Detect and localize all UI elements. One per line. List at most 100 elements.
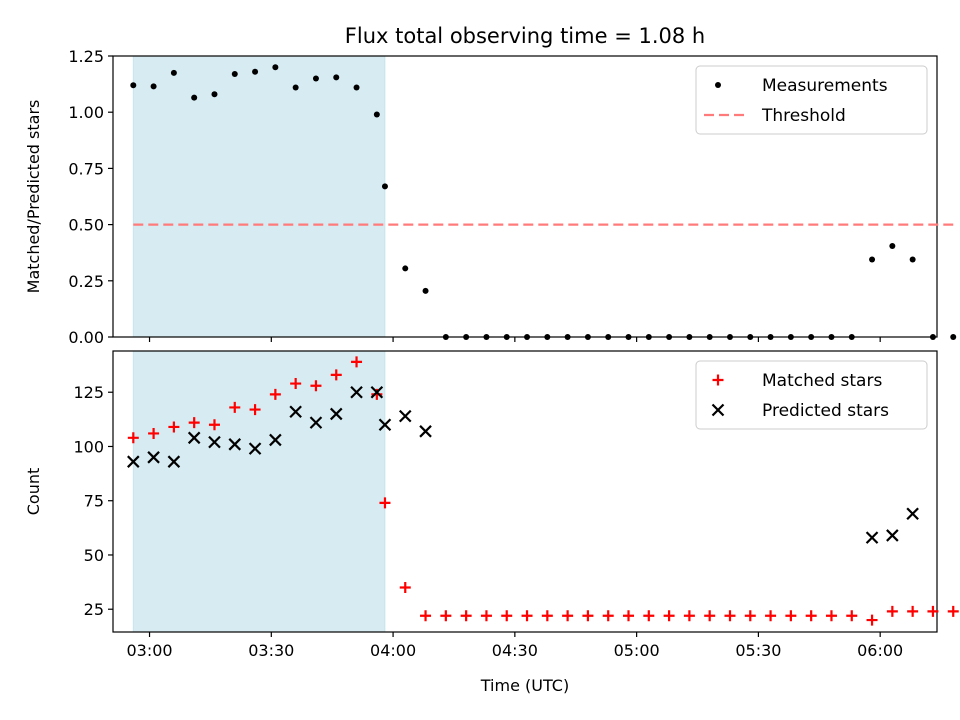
- matched-stars-point: [208, 419, 220, 431]
- measurement-point: [211, 91, 218, 98]
- matched-stars-point: [330, 369, 342, 381]
- y-axis-label: Matched/Predicted stars: [24, 100, 43, 294]
- legend-label: Predicted stars: [762, 401, 889, 421]
- measurement-point: [767, 334, 774, 340]
- matched-stars-point: [846, 610, 858, 622]
- measurement-point: [292, 84, 299, 91]
- measurement-point: [584, 334, 591, 340]
- y-tick-label: 0.75: [68, 159, 104, 178]
- matched-stars-point: [148, 427, 160, 439]
- x-tick-label: 05:00: [614, 641, 660, 660]
- x-axis-label: Time (UTC): [480, 676, 569, 695]
- measurement-point: [381, 183, 388, 190]
- legend-label: Threshold: [761, 106, 846, 126]
- measurement-point: [625, 334, 632, 340]
- matched-stars-point: [480, 610, 492, 622]
- matched-stars-point: [947, 605, 959, 617]
- matched-stars-point: [785, 610, 797, 622]
- figure-title: Flux total observing time = 1.08 h: [345, 24, 705, 48]
- measurement-point: [726, 334, 733, 340]
- matched-stars-point: [927, 605, 939, 617]
- matched-stars-point: [663, 610, 675, 622]
- predicted-stars-point: [350, 385, 363, 399]
- y-tick-label: 25: [84, 600, 104, 619]
- predicted-stars-point: [370, 385, 384, 399]
- observing-span-shade: [132, 350, 386, 633]
- matched-stars-point: [724, 610, 736, 622]
- legend-label: Matched stars: [762, 371, 882, 391]
- y-axis-label: Count: [24, 468, 43, 516]
- measurement-point: [848, 334, 855, 340]
- measurement-point: [828, 334, 835, 340]
- matched-stars-point: [351, 356, 363, 368]
- measurement-point: [605, 334, 612, 340]
- matched-stars-point: [643, 610, 655, 622]
- y-tick-label: 1.00: [68, 103, 104, 122]
- matched-stars-point: [805, 610, 817, 622]
- axes-frame: [112, 350, 938, 633]
- matched-stars-point: [440, 610, 452, 622]
- predicted-stars-point: [147, 451, 160, 464]
- y-tick-label: 0.00: [68, 328, 104, 347]
- matched-stars-point: [127, 432, 139, 444]
- measurement-point: [402, 265, 409, 272]
- matched-stars-point: [379, 497, 391, 509]
- measurement-point: [252, 68, 259, 75]
- predicted-stars-point: [309, 416, 323, 429]
- measurement-point: [524, 334, 531, 340]
- top-panel: 0.00 0.25 0.50 0.75 1.00 1.25 Matched/Predicte…: [24, 47, 957, 347]
- measurement-point: [950, 334, 957, 340]
- y-tick-label: 0.25: [68, 272, 104, 291]
- predicted-stars-point: [167, 455, 181, 468]
- matched-stars-point: [460, 610, 472, 622]
- y-tick-label: 100: [73, 437, 104, 456]
- predicted-stars-point: [378, 418, 392, 432]
- measurement-point: [503, 334, 510, 340]
- matched-stars-point: [744, 610, 756, 622]
- measurement-point: [564, 334, 571, 340]
- predicted-stars-point: [269, 433, 282, 447]
- matched-stars-point: [188, 417, 200, 429]
- matched-stars-point: [399, 582, 411, 594]
- predicted-stars-point: [865, 531, 879, 544]
- predicted-stars-point: [419, 425, 432, 438]
- x-tick-label: 06:00: [857, 641, 903, 660]
- measurement-point: [909, 256, 916, 263]
- predicted-stars-point: [248, 442, 262, 455]
- predicted-stars-point: [329, 407, 343, 421]
- measurement-point: [483, 334, 490, 340]
- matched-stars-point: [229, 401, 241, 413]
- measurement-point: [170, 69, 177, 76]
- measurement-point: [150, 83, 157, 90]
- measurement-point: [353, 84, 360, 91]
- matched-stars-point: [521, 610, 533, 622]
- matched-stars-point: [825, 610, 837, 622]
- y-tick-label: 125: [73, 383, 104, 402]
- measurement-point: [787, 334, 794, 340]
- measurement-point: [442, 334, 449, 340]
- matched-stars-point: [562, 610, 574, 622]
- matched-stars-point: [866, 614, 878, 626]
- matched-stars-point: [907, 605, 919, 617]
- predicted-stars-point: [127, 455, 140, 468]
- legend-label: Measurements: [762, 76, 888, 96]
- measurement-point: [191, 94, 198, 101]
- matched-stars-point: [602, 610, 614, 622]
- matched-stars-point: [541, 610, 553, 622]
- matched-stars-point: [683, 610, 695, 622]
- measurement-point: [231, 70, 238, 77]
- measurement-point: [929, 334, 936, 340]
- x-tick-label: 04:00: [370, 641, 416, 660]
- matched-stars-point: [501, 610, 513, 622]
- measurement-point: [422, 287, 429, 294]
- matched-stars-point: [704, 610, 716, 622]
- matched-stars-point: [582, 610, 594, 622]
- matched-stars-point: [249, 404, 261, 416]
- x-tick-label: 03:00: [126, 641, 172, 660]
- predicted-stars-point: [886, 529, 899, 542]
- observing-span-shade: [132, 55, 386, 338]
- legend-marker: [711, 403, 725, 417]
- measurement-point: [645, 334, 652, 340]
- legend-box: [695, 65, 928, 135]
